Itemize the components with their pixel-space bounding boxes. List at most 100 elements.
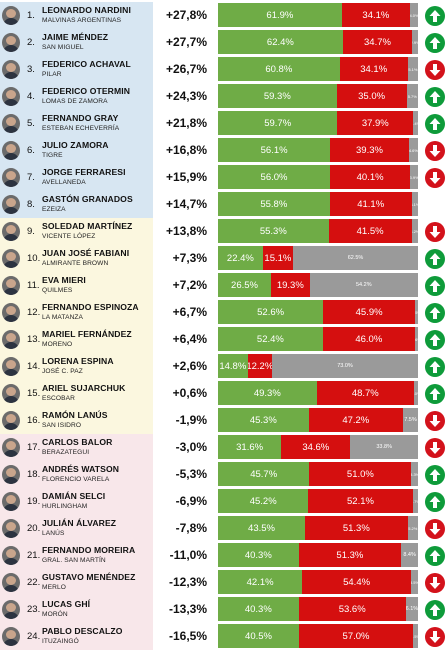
candidate-name: JORGE FERRARESI — [42, 167, 126, 177]
avatar-icon — [2, 330, 20, 349]
stacked-bar: 62.4%34.7%2.9% — [218, 30, 418, 54]
table-row: 4. FEDERICO OTERMIN LOMAS DE ZAMORA +24,3% 5… — [0, 83, 448, 110]
other-segment: 1.6% — [414, 327, 418, 351]
red-segment: 40.1% — [330, 165, 411, 189]
red-segment: 19.3% — [271, 273, 310, 297]
candidate-name: FERNANDO ESPINOZA — [42, 302, 139, 312]
other-segment: 3.1% — [411, 192, 418, 216]
row-name-background — [0, 380, 153, 407]
row-name-background — [0, 353, 153, 380]
arrow-up-icon — [425, 276, 445, 296]
municipality-name: HURLINGHAM — [42, 503, 88, 510]
change-value: +6,7% — [172, 305, 207, 319]
arrow-up-icon — [425, 465, 445, 485]
municipality-name: ALMIRANTE BROWN — [42, 260, 109, 267]
rank-number: 2. — [27, 37, 35, 48]
table-row: 23. LUCAS GHÍ MORÓN -13,3% 40.3% 53.6% 6.1% — [0, 596, 448, 623]
red-segment: 41.1% — [329, 192, 412, 216]
row-name-background — [0, 29, 153, 56]
stacked-bar: 40.3% 51.3% 8.4% — [218, 543, 418, 567]
candidate-name: JUAN JOSÉ FABIANI — [42, 248, 130, 258]
avatar-icon — [2, 195, 20, 214]
rank-number: 19. — [27, 496, 41, 507]
change-value: -16,5% — [168, 629, 207, 643]
stacked-bar: 45.3% 47.2% 7.5% — [218, 408, 418, 432]
change-value: +13,8% — [165, 224, 207, 238]
change-value: -7,8% — [175, 521, 207, 535]
row-name-background — [0, 434, 153, 461]
green-segment: 56.1% — [218, 138, 331, 162]
avatar-icon — [2, 276, 20, 295]
rank-number: 7. — [27, 172, 35, 183]
stacked-bar: 40.5%57.0%2.5% — [218, 624, 418, 648]
other-segment: 7.5% — [403, 408, 418, 432]
red-segment: 47.2% — [308, 408, 403, 432]
candidate-name: PABLO DESCALZO — [42, 626, 123, 636]
red-segment: 34.6% — [281, 435, 351, 459]
table-row: 21. FERNANDO MOREIRA GRAL. SAN MARTÍN -11,0… — [0, 542, 448, 569]
avatar-icon — [2, 384, 20, 403]
change-value: -5,3% — [175, 467, 207, 481]
arrow-down-icon — [425, 627, 445, 647]
other-segment: 5.7% — [406, 84, 418, 108]
green-segment: 31.6% — [218, 435, 282, 459]
green-segment: 45.3% — [218, 408, 309, 432]
green-segment: 49.3% — [218, 381, 317, 405]
arrow-down-icon — [425, 573, 445, 593]
table-row: 2. JAIME MÉNDEZ SAN MIGUEL +27,7% 62.4% 34.7%… — [0, 29, 448, 56]
avatar-icon — [2, 492, 20, 511]
change-value: +27,7% — [165, 35, 207, 49]
stacked-bar: 31.6% 34.6% 33.8% — [218, 435, 418, 459]
change-value: -6,9% — [175, 494, 207, 508]
rank-number: 24. — [27, 631, 41, 642]
other-segment: 33.8% — [350, 435, 418, 459]
row-name-background — [0, 461, 153, 488]
red-segment: 35.0% — [336, 84, 407, 108]
other-segment: 2.4% — [413, 111, 418, 135]
red-segment: 51.3% — [305, 516, 408, 540]
red-segment: 41.5% — [328, 219, 412, 243]
change-value: -3,0% — [175, 440, 207, 454]
change-value: +14,7% — [165, 197, 207, 211]
stacked-bar: 45.7%51.0%3.3% — [218, 462, 418, 486]
red-segment: 12.2% — [247, 354, 272, 378]
green-segment: 52.4% — [218, 327, 323, 351]
municipality-name: FLORENCIO VARELA — [42, 476, 110, 483]
arrow-up-icon — [425, 330, 445, 350]
rank-number: 12. — [27, 307, 41, 318]
candidate-name: MARIEL FERNÁNDEZ — [42, 329, 132, 339]
green-segment: 55.8% — [218, 192, 330, 216]
stacked-bar: 61.9% 34.1% 4.0% — [218, 3, 418, 27]
arrow-up-icon — [425, 492, 445, 512]
candidate-name: JULIÁN ÁLVAREZ — [42, 518, 117, 528]
rank-number: 3. — [27, 64, 35, 75]
arrow-up-icon — [425, 114, 445, 134]
table-row: 3. FEDERICO ACHAVAL PILAR +26,7% 60.8% 34.1% 5… — [0, 56, 448, 83]
change-value: +6,4% — [172, 332, 207, 346]
other-segment: 5.2% — [407, 516, 418, 540]
rank-number: 13. — [27, 334, 41, 345]
table-row: 10. JUAN JOSÉ FABIANI ALMIRANTE BROWN +7,3%… — [0, 245, 448, 272]
row-name-background — [0, 83, 153, 110]
municipality-name: EZEIZA — [42, 206, 66, 213]
red-segment: 51.0% — [309, 462, 412, 486]
municipality-name: QUILMES — [42, 287, 73, 294]
stacked-bar: 26.5% 19.3% 54.2% — [218, 273, 418, 297]
green-segment: 45.7% — [218, 462, 310, 486]
rank-number: 15. — [27, 388, 41, 399]
rank-number: 16. — [27, 415, 41, 426]
avatar-icon — [2, 465, 20, 484]
stacked-bar: 42.1%54.4%3.5% — [218, 570, 418, 594]
change-value: +16,8% — [165, 143, 207, 157]
green-segment: 59.3% — [218, 84, 337, 108]
other-segment: 8.4% — [401, 543, 418, 567]
arrow-down-icon — [425, 141, 445, 161]
municipality-name: ESTEBAN ECHEVERRÍA — [42, 125, 120, 132]
row-name-background — [0, 407, 153, 434]
green-segment: 22.4% — [218, 246, 263, 270]
candidate-name: DAMIÁN SELCI — [42, 491, 106, 501]
candidate-name: JAIME MÉNDEZ — [42, 32, 109, 42]
stacked-bar: 60.8% 34.1% 5.1% — [218, 57, 418, 81]
change-value: +15,9% — [165, 170, 207, 184]
candidate-name: GASTÓN GRANADOS — [42, 194, 133, 204]
